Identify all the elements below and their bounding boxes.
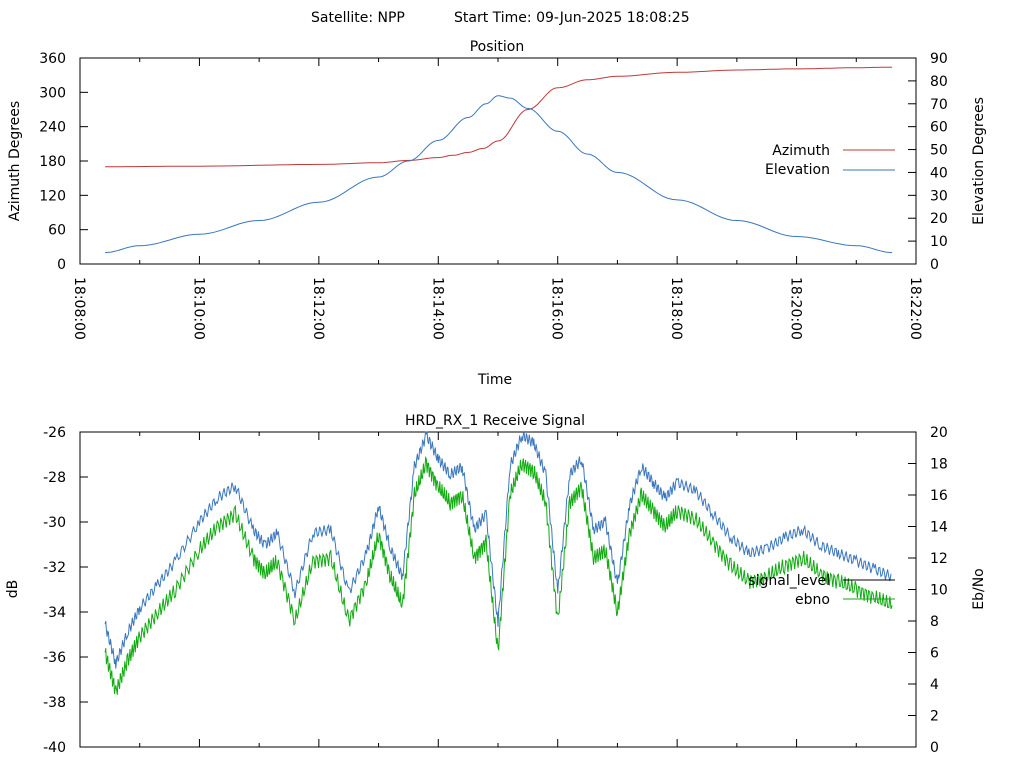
position-y-ticks-left: 0 60 120 180 240 300 360: [39, 51, 88, 273]
position-y-right-tick-label: 0: [930, 257, 939, 273]
legend-signal-level-label: signal_level: [748, 573, 830, 589]
start-time-label: Start Time: 09-Jun-2025 18:08:25: [454, 10, 690, 26]
position-y-right-tick-label: 30: [930, 188, 948, 204]
legend-ebno-label: ebno: [795, 592, 830, 608]
receive-y-ticks-right: 0 2 4 6 8 10 12 14 16 18 20: [908, 425, 948, 756]
receive-y-left-tick-label: -38: [43, 695, 66, 711]
position-series-azimuth: [105, 66, 893, 168]
receive-y-right-tick-label: 12: [930, 551, 948, 567]
position-y-left-tick-label: 300: [39, 85, 66, 101]
position-x-tick-label: 18:20:00: [788, 277, 804, 340]
time-axis-label: Time: [477, 372, 512, 388]
position-legend: Azimuth Elevation: [765, 143, 895, 178]
azimuth-axis-label: Azimuth Degrees: [7, 101, 23, 221]
receive-series-signal-trace: [104, 430, 892, 669]
position-x-tick-label: 18:16:00: [549, 277, 565, 340]
receive-y-right-tick-label: 6: [930, 646, 939, 662]
position-x-tick-label: 18:22:00: [907, 277, 923, 340]
position-y-right-tick-label: 40: [930, 165, 948, 181]
receive-y-right-tick-label: 4: [930, 677, 939, 693]
receive-y-left-tick-label: -34: [43, 605, 66, 621]
position-series-elevation: [105, 95, 893, 254]
legend-azimuth-label: Azimuth: [772, 143, 830, 159]
position-x-tick-label: 18:08:00: [71, 277, 87, 340]
receive-y-left-tick-label: -32: [43, 560, 66, 576]
receive-y-right-tick-label: 8: [930, 614, 939, 630]
position-x-tick-label: 18:18:00: [668, 277, 684, 340]
receive-y-left-tick-label: -30: [43, 515, 66, 531]
position-y-right-tick-label: 20: [930, 211, 948, 227]
receive-signal-title: HRD_RX_1 Receive Signal: [405, 413, 585, 429]
receive-y-right-tick-label: 14: [930, 520, 948, 536]
legend-elevation-label: Elevation: [765, 162, 830, 178]
position-y-right-tick-label: 60: [930, 120, 948, 136]
ebno-axis-label: Eb/No: [971, 568, 987, 610]
position-y-right-tick-label: 50: [930, 143, 948, 159]
position-x-tick-label: 18:10:00: [190, 277, 206, 340]
position-plot-frame: [79, 57, 917, 265]
position-y-ticks-right: 0 10 20 30 40 50 60 70 80 90: [908, 51, 948, 273]
receive-x-ticks: [79, 432, 917, 747]
position-y-left-tick-label: 240: [39, 120, 66, 136]
position-y-right-tick-label: 70: [930, 97, 948, 113]
receive-plot-frame: [79, 431, 917, 748]
receive-y-left-tick-label: -28: [43, 470, 66, 486]
elevation-axis-label: Elevation Degrees: [971, 97, 987, 225]
position-x-ticks: 18:08:00 18:10:00 18:12:00 18:14:00 18:16:00…: [71, 58, 923, 340]
receive-signal-chart: HRD_RX_1 Receive Signal -40-38-36-34-32-…: [5, 413, 987, 756]
receive-y-ticks-left: -40 -38 -36 -34 -32 -30 -28 -26: [43, 425, 88, 756]
receive-y-right-tick-label: 10: [930, 583, 948, 599]
position-y-right-tick-label: 10: [930, 234, 948, 250]
satellite-label: Satellite: NPP: [311, 10, 405, 26]
receive-y-right-tick-label: 2: [930, 709, 939, 725]
position-chart-title: Position: [470, 39, 525, 55]
receive-legend: signal_level ebno: [748, 573, 895, 608]
receive-series-ebno: [104, 455, 893, 695]
position-y-left-tick-label: 360: [39, 51, 66, 67]
receive-y-left-tick-label: -26: [43, 425, 66, 441]
position-series: [105, 66, 893, 254]
position-y-left-tick-label: 180: [39, 154, 66, 170]
position-chart: Position 18:08:00 18:10:00 18:12:00 18:14:0…: [7, 39, 987, 388]
receive-series: [104, 430, 893, 695]
receive-y-right-tick-label: 18: [930, 457, 948, 473]
position-x-tick-label: 18:14:00: [429, 277, 445, 340]
db-axis-label: dB: [5, 580, 21, 599]
position-y-left-tick-label: 0: [57, 257, 66, 273]
position-y-right-tick-label: 80: [930, 74, 948, 90]
receive-y-left-tick-label: -40: [43, 740, 66, 756]
position-y-left-tick-label: 60: [48, 223, 66, 239]
receive-y-right-tick-label: 20: [930, 425, 948, 441]
position-y-right-tick-label: 90: [930, 51, 948, 67]
receive-y-right-tick-label: 0: [930, 740, 939, 756]
receive-y-right-tick-label: 16: [930, 488, 948, 504]
position-x-tick-label: 18:12:00: [310, 277, 326, 340]
receive-y-left-tick-label: -36: [43, 650, 66, 666]
position-y-left-tick-label: 120: [39, 188, 66, 204]
